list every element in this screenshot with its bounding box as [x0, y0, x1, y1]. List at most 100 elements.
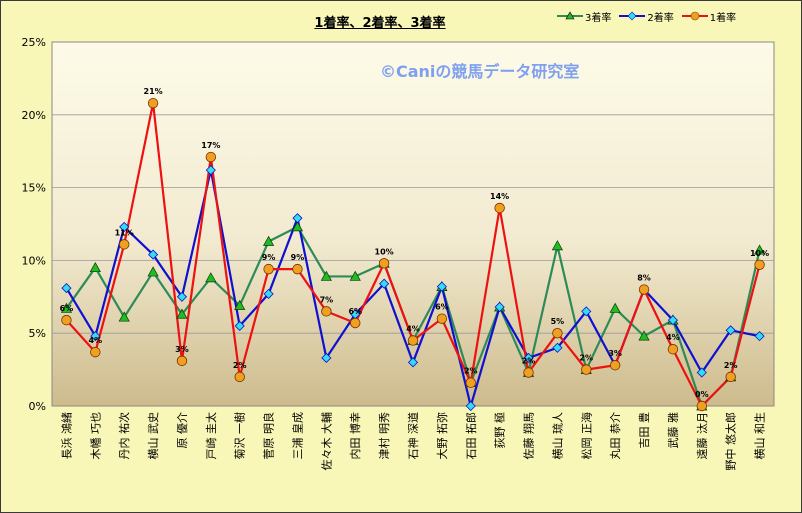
data-label: 2%	[464, 367, 478, 376]
series-point-1	[176, 355, 188, 367]
x-tick-label: 横山 琉人	[550, 412, 564, 460]
series-point-2	[234, 320, 245, 331]
series-point-3	[263, 235, 275, 246]
data-label: 2%	[579, 354, 593, 363]
data-label: 6%	[60, 304, 74, 313]
series-point-3	[609, 302, 621, 313]
data-label: 4%	[666, 333, 680, 342]
chart-title: 1着率、2着率、3着率	[314, 16, 446, 31]
series-point-1	[552, 328, 563, 339]
x-tick-label: 三浦 皇成	[290, 412, 304, 460]
series-point-3	[234, 299, 246, 310]
data-label: 7%	[320, 295, 334, 304]
grid	[52, 114, 774, 334]
series-point-1	[378, 258, 390, 269]
series-point-1	[407, 335, 419, 346]
series-point-2	[725, 325, 736, 336]
data-label: 5%	[551, 317, 565, 326]
series-point-3	[176, 308, 188, 319]
series-point-2	[61, 282, 72, 294]
series-point-3	[118, 311, 130, 322]
data-label: 3%	[175, 345, 189, 354]
series-point-1	[523, 367, 534, 378]
data-label: 0%	[695, 390, 709, 399]
series-point-2	[205, 165, 216, 176]
series-point-1	[609, 360, 621, 371]
x-tick-label: 石田 拓郎	[464, 412, 478, 460]
x-tick-label: 石神 深道	[406, 412, 420, 460]
series-point-1	[754, 259, 765, 270]
series-point-2	[292, 213, 303, 224]
series-point-2	[176, 291, 188, 302]
x-tick-label: 長浜 鴻緒	[59, 412, 73, 460]
series-point-2	[90, 331, 101, 342]
x-tick-label: 菅原 明良	[262, 412, 276, 460]
x-tick-label: 遠藤 汰月	[695, 412, 709, 460]
x-tick-label: 松岡 正海	[579, 412, 593, 460]
data-label: 2%	[522, 357, 536, 366]
series-point-2	[523, 352, 534, 364]
x-tick-label: 武藤 雅	[666, 412, 680, 449]
data-label: 9%	[291, 253, 305, 262]
series-point-1	[292, 263, 303, 275]
x-tick-label: 木幡 巧也	[88, 412, 102, 460]
series-point-2	[263, 288, 274, 299]
series-point-2	[407, 357, 419, 368]
series-point-1	[263, 263, 274, 275]
series-point-2	[119, 221, 130, 232]
series-point-2	[754, 331, 765, 342]
series-point-1	[61, 314, 72, 326]
y-tick-label: 25%	[22, 36, 46, 49]
series-point-3	[205, 272, 217, 283]
series-point-2	[148, 249, 159, 260]
data-labels: 6% 4% 11% 21% 3% 17% 2% 9% 9% 7% 6% 10% 4% 6% 2% 14% 2% 5…	[60, 87, 769, 399]
series-point-2	[321, 352, 332, 364]
series-point-2	[379, 278, 390, 289]
data-label: 9%	[262, 253, 276, 262]
x-tick-label: 原 優介	[176, 412, 189, 449]
watermark: ©Caniの競馬データ研究室	[380, 62, 580, 81]
series-point-1	[638, 284, 650, 295]
series-group	[60, 97, 766, 412]
x-tick-label: 戸崎 圭太	[204, 412, 218, 460]
legend-item-1: 1着率	[681, 9, 737, 24]
legend-label-1: 1着率	[709, 12, 737, 24]
data-label: 2%	[233, 361, 247, 370]
series-point-2	[667, 315, 678, 326]
plot-background	[51, 41, 775, 407]
data-label: 3%	[608, 349, 622, 358]
data-label: 8%	[637, 274, 651, 283]
x-tick-label: 横山 和生	[753, 412, 767, 460]
series-point-3	[291, 221, 304, 232]
series-point-3	[753, 244, 766, 255]
data-label: 4%	[89, 336, 103, 345]
data-label: 21%	[144, 87, 163, 96]
legend-label-3: 3着率	[585, 12, 612, 24]
data-label: 2%	[724, 361, 738, 370]
series-point-1	[321, 306, 332, 317]
series-point-2	[696, 367, 707, 378]
series-point-2	[581, 306, 592, 317]
series-point-3	[60, 302, 73, 313]
data-label: 14%	[490, 192, 509, 201]
series-point-1	[581, 364, 592, 375]
x-tick-label: 丹内 祐次	[117, 412, 131, 460]
y-tick-label: 15%	[22, 182, 46, 195]
x-tick-label: 内田 博幸	[348, 412, 362, 460]
series-point-2	[552, 342, 563, 353]
series-point-3	[147, 266, 159, 277]
series-point-1	[147, 97, 159, 109]
series-point-3	[349, 270, 361, 281]
data-label: 11%	[115, 228, 134, 237]
legend-item-3: 3着率	[557, 9, 611, 24]
x-tick-label: 野中 悠太郎	[724, 412, 738, 471]
data-label: 4%	[406, 324, 420, 333]
series-point-2	[436, 281, 447, 292]
x-tick-label: 吉田 豊	[638, 412, 651, 449]
series-point-1	[118, 239, 130, 250]
data-label: 17%	[201, 141, 220, 150]
series-point-2	[494, 301, 505, 313]
series-point-3	[320, 270, 332, 281]
x-tick-label: 津村 明秀	[377, 412, 391, 460]
series-point-2	[465, 400, 476, 412]
